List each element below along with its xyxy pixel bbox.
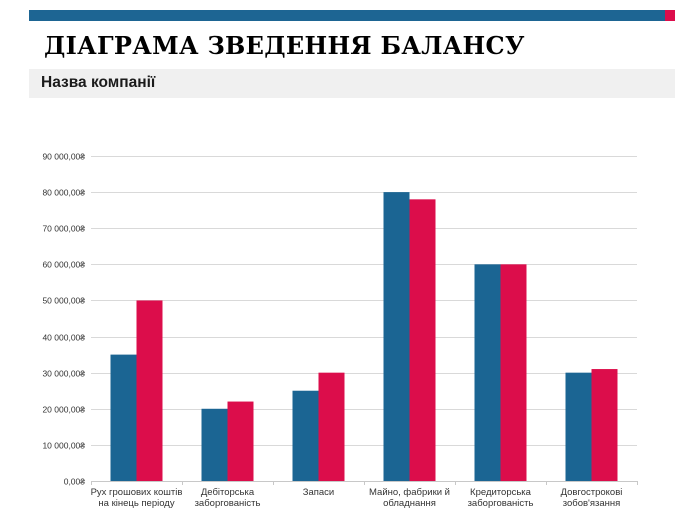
x-category-label: Запаси [303, 487, 335, 498]
y-tick-label: 40 000,00₴ [42, 333, 85, 343]
x-category-label: на кінець періоду [98, 498, 174, 509]
bar-series-2 [136, 300, 163, 481]
top-accent-bar-end [665, 10, 675, 21]
company-name: Назва компанії [41, 74, 156, 91]
top-accent-bar [29, 10, 665, 21]
bar-series-1 [383, 192, 410, 481]
x-category-label: Кредиторська [470, 487, 532, 498]
y-tick-label: 20 000,00₴ [42, 405, 85, 415]
page-title: ДІАГРАМА ЗВЕДЕННЯ БАЛАНСУ [44, 31, 525, 60]
x-category-label: Рух грошових коштів [91, 487, 183, 498]
x-category-label: заборгованість [468, 498, 534, 509]
y-tick-label: 80 000,00₴ [42, 188, 85, 198]
company-name-band: Назва компанії [29, 69, 675, 98]
y-tick-label: 0,00₴ [64, 477, 86, 487]
bar-series-1 [474, 264, 501, 481]
bar-series-1 [565, 372, 592, 481]
x-category-label: заборгованість [195, 498, 261, 509]
bar-series-2 [500, 264, 527, 481]
y-tick-label: 70 000,00₴ [42, 224, 85, 234]
y-tick-label: 60 000,00₴ [42, 260, 85, 270]
x-category-label: Довгострокові [561, 487, 623, 498]
x-category-label: Дебіторська [201, 487, 255, 498]
bar-series-2 [409, 199, 436, 482]
bar-series-2 [318, 372, 345, 481]
x-category-label: обладнання [383, 498, 436, 509]
bar-series-1 [292, 390, 319, 481]
bar-series-2 [227, 401, 254, 481]
y-tick-label: 90 000,00₴ [42, 152, 85, 162]
x-category-label: зобов'язання [563, 498, 621, 509]
bar-series-1 [201, 408, 228, 481]
bar-series-1 [110, 354, 137, 481]
y-tick-label: 30 000,00₴ [42, 369, 85, 379]
bar-series-2 [591, 369, 618, 481]
y-tick-label: 10 000,00₴ [42, 441, 85, 451]
x-category-label: Майно, фабрики й [369, 487, 450, 498]
y-tick-label: 50 000,00₴ [42, 296, 85, 306]
